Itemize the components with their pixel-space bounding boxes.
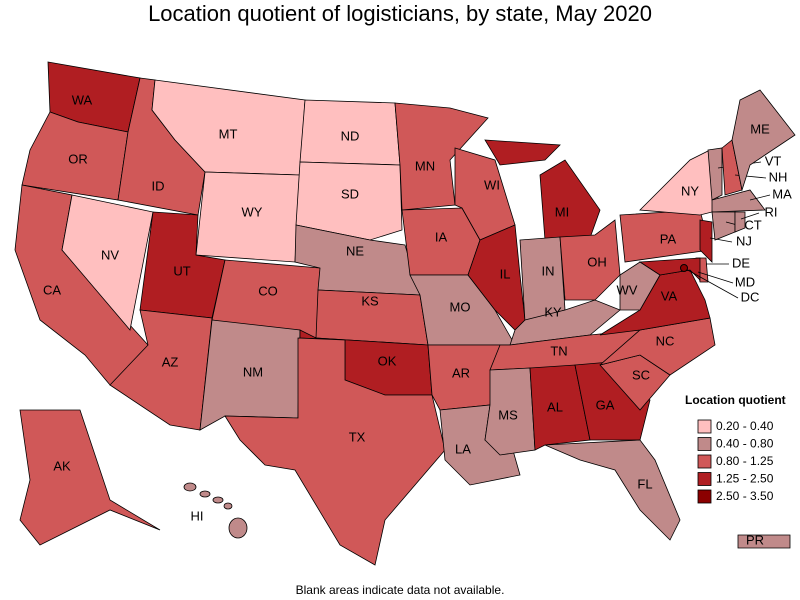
footnote: Blank areas indicate data not available. bbox=[296, 583, 505, 597]
state-label: PA bbox=[660, 231, 677, 246]
state-label: IN bbox=[542, 263, 555, 278]
legend-label: 0.80 - 1.25 bbox=[716, 454, 774, 468]
state-shape bbox=[707, 147, 723, 201]
state-label: IL bbox=[500, 266, 511, 281]
dc-dot bbox=[680, 264, 688, 272]
state-label: WY bbox=[242, 204, 263, 219]
state-label: AK bbox=[53, 458, 71, 473]
state-shape bbox=[711, 189, 766, 213]
state-label: UT bbox=[173, 263, 190, 278]
island bbox=[212, 496, 224, 504]
state-label: DC bbox=[741, 289, 760, 304]
leader-line bbox=[749, 194, 771, 201]
state-shape bbox=[731, 89, 796, 192]
state-label: FL bbox=[637, 476, 652, 491]
state-shape bbox=[61, 194, 154, 331]
state-label: DE bbox=[732, 255, 750, 270]
state-label: MD bbox=[735, 274, 755, 289]
state-label: KS bbox=[361, 293, 379, 308]
legend-label: 2.50 - 3.50 bbox=[716, 489, 774, 503]
state-label: MO bbox=[450, 299, 471, 314]
state-shape bbox=[529, 364, 591, 451]
state-label: SD bbox=[341, 186, 359, 201]
leader-line bbox=[740, 212, 760, 220]
state-label: OK bbox=[378, 353, 397, 368]
state-shape bbox=[711, 211, 736, 241]
state-label: IA bbox=[435, 229, 448, 244]
state-shape bbox=[544, 439, 681, 541]
legend-swatch bbox=[697, 454, 712, 469]
island bbox=[199, 490, 211, 498]
state-label: MN bbox=[415, 158, 435, 173]
state-shape bbox=[295, 161, 403, 241]
state-label: NJ bbox=[736, 233, 752, 248]
state-label: MT bbox=[219, 126, 238, 141]
state-label: AR bbox=[452, 365, 470, 380]
state-shape bbox=[737, 534, 791, 549]
state-label: NV bbox=[101, 247, 119, 262]
state-label: RI bbox=[765, 204, 778, 219]
state-label: GA bbox=[596, 397, 615, 412]
state-shape bbox=[484, 139, 561, 166]
state-label: WA bbox=[72, 92, 93, 107]
state-shape bbox=[394, 102, 489, 211]
legend-swatch bbox=[697, 472, 712, 486]
state-shape bbox=[734, 211, 746, 233]
state-shape bbox=[224, 337, 446, 566]
legend-title: Location quotient bbox=[685, 393, 786, 407]
island bbox=[183, 482, 197, 492]
state-shape bbox=[699, 219, 713, 263]
state-label: PR bbox=[746, 532, 764, 547]
legend-label: 0.40 - 0.80 bbox=[716, 437, 774, 451]
state-label: TN bbox=[550, 343, 567, 358]
state-label: VT bbox=[765, 153, 782, 168]
state-label: MI bbox=[555, 204, 569, 219]
map-title: Location quotient of logisticians, by st… bbox=[148, 1, 652, 26]
legend-swatch bbox=[697, 489, 712, 504]
leader-line bbox=[709, 237, 733, 243]
state-label: NY bbox=[681, 183, 699, 198]
state-shape bbox=[109, 309, 213, 431]
state-label: TX bbox=[349, 429, 366, 444]
state-label: ME bbox=[750, 121, 770, 136]
state-label: CA bbox=[43, 282, 61, 297]
state-label: AZ bbox=[162, 354, 179, 369]
legend-swatch bbox=[697, 437, 712, 451]
state-label: CO bbox=[258, 283, 278, 298]
state-label: HI bbox=[191, 508, 204, 523]
state-shape bbox=[19, 409, 161, 546]
island bbox=[228, 517, 248, 539]
state-label: WI bbox=[484, 177, 500, 192]
state-label: SC bbox=[632, 367, 650, 382]
state-label: WV bbox=[617, 282, 638, 297]
state-label: KY bbox=[544, 304, 562, 319]
state-shape bbox=[619, 261, 661, 311]
legend-label: 1.25 - 2.50 bbox=[716, 472, 774, 486]
leader-line bbox=[683, 267, 739, 299]
state-label: NM bbox=[243, 364, 263, 379]
legend-label: 0.20 - 0.40 bbox=[716, 419, 774, 433]
legend-swatch bbox=[697, 419, 712, 434]
state-label: MA bbox=[772, 186, 792, 201]
state-shape bbox=[638, 257, 701, 281]
state-label: ND bbox=[341, 128, 360, 143]
state-label: NH bbox=[769, 169, 788, 184]
state-label: MS bbox=[498, 407, 518, 422]
island bbox=[223, 502, 233, 510]
leader-line bbox=[697, 271, 734, 284]
state-shape bbox=[539, 159, 601, 241]
state-label: AL bbox=[547, 399, 563, 414]
state-label: NE bbox=[346, 243, 364, 258]
state-label: OH bbox=[587, 254, 607, 269]
state-label: NC bbox=[656, 333, 675, 348]
state-label: VA bbox=[661, 288, 678, 303]
state-label: OR bbox=[68, 151, 88, 166]
state-label: ID bbox=[152, 178, 165, 193]
state-label: CT bbox=[744, 217, 761, 232]
state-label: LA bbox=[455, 441, 471, 456]
